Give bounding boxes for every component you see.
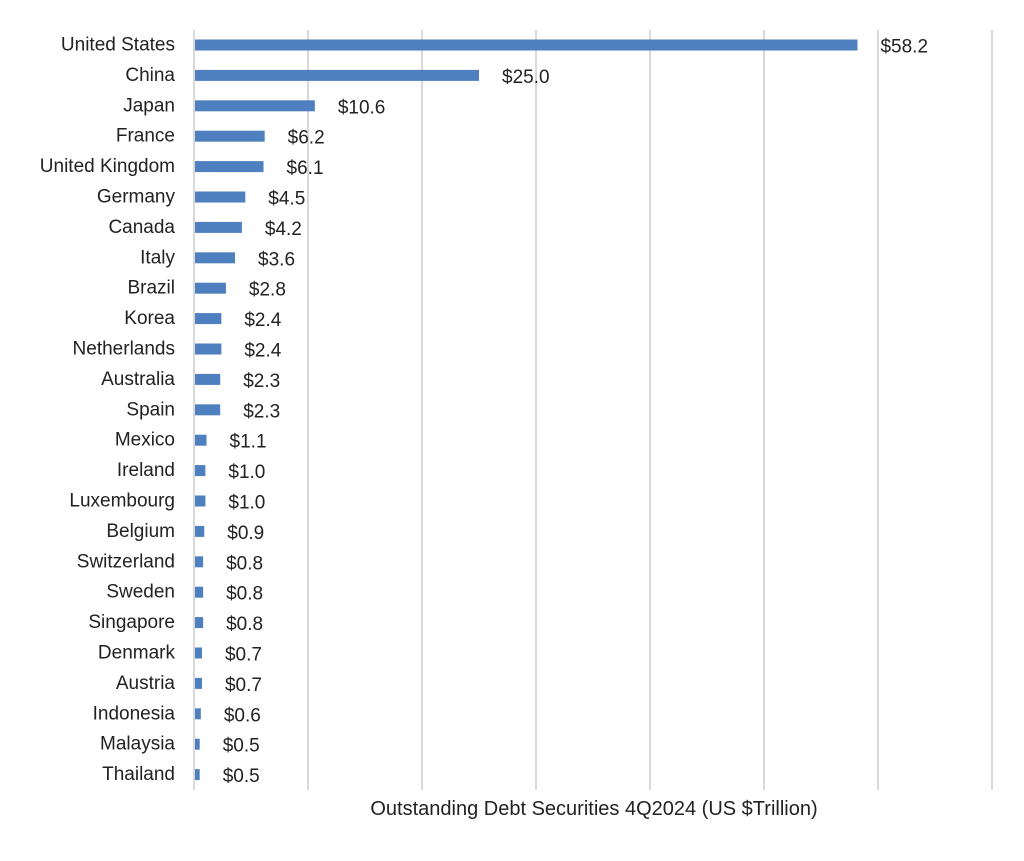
category-label: Belgium xyxy=(106,521,175,542)
value-label: $4.5 xyxy=(268,189,305,210)
bar xyxy=(195,677,202,689)
value-label: $1.0 xyxy=(228,462,265,483)
bar xyxy=(195,313,222,325)
bar xyxy=(195,465,206,477)
bar xyxy=(195,525,205,537)
value-label: $4.2 xyxy=(265,219,302,240)
category-label: Austria xyxy=(116,673,176,694)
category-label: Canada xyxy=(108,217,175,238)
value-label: $1.0 xyxy=(228,493,265,514)
bars xyxy=(195,39,858,781)
category-label: Brazil xyxy=(127,278,175,299)
value-label: $0.7 xyxy=(225,645,262,666)
category-label: China xyxy=(125,65,175,86)
value-label: $6.2 xyxy=(288,128,325,149)
bar xyxy=(195,282,226,294)
category-labels: United States China Japan France United King… xyxy=(40,35,176,786)
category-label: Indonesia xyxy=(93,703,176,724)
category-label: Luxembourg xyxy=(69,491,175,512)
value-labels: $58.2 $25.0 $10.6 $6.2 $6.1 $4.5 $4.2 $3.6 $2.8 $… xyxy=(223,37,928,788)
bar xyxy=(195,708,201,720)
category-label: Australia xyxy=(101,369,175,390)
value-label: $2.3 xyxy=(243,371,280,392)
category-label: Mexico xyxy=(115,430,175,451)
bar xyxy=(195,130,265,142)
bar xyxy=(195,100,315,112)
category-label: Korea xyxy=(124,308,175,329)
value-label: $3.6 xyxy=(258,249,295,270)
gridlines xyxy=(193,30,993,790)
category-label: Italy xyxy=(140,247,175,268)
value-label: $0.5 xyxy=(223,766,260,787)
category-label: Germany xyxy=(97,187,176,208)
x-axis-title: Outstanding Debt Securities 4Q2024 (US $… xyxy=(370,798,817,820)
bar xyxy=(195,343,222,355)
value-label: $25.0 xyxy=(502,67,550,88)
category-label: Singapore xyxy=(88,612,175,633)
value-label: $1.1 xyxy=(230,432,267,453)
category-label: Thailand xyxy=(102,764,175,785)
value-label: $0.8 xyxy=(226,614,263,635)
bar xyxy=(195,221,242,233)
value-label: $6.1 xyxy=(287,158,324,179)
bar xyxy=(195,495,206,507)
category-label: Netherlands xyxy=(73,339,175,360)
value-label: $2.3 xyxy=(243,401,280,422)
value-label: $0.9 xyxy=(227,523,264,544)
category-label: France xyxy=(116,126,175,147)
bar xyxy=(195,556,204,568)
bar xyxy=(195,617,204,629)
category-label: Malaysia xyxy=(100,734,175,755)
bar xyxy=(195,647,202,659)
value-label: $10.6 xyxy=(338,97,386,118)
value-label: $0.8 xyxy=(226,584,263,605)
bar xyxy=(195,191,246,203)
category-label: Spain xyxy=(126,399,175,420)
category-label: Switzerland xyxy=(77,551,175,572)
category-label: Denmark xyxy=(98,643,176,664)
category-label: United States xyxy=(61,35,175,56)
value-label: $0.5 xyxy=(223,736,260,757)
value-label: $58.2 xyxy=(880,37,928,58)
bar xyxy=(195,69,479,81)
bar xyxy=(195,738,200,750)
bar xyxy=(195,769,200,781)
bar xyxy=(195,373,221,385)
category-label: United Kingdom xyxy=(40,156,175,177)
value-label: $0.6 xyxy=(224,705,261,726)
category-label: Sweden xyxy=(106,582,175,603)
value-label: $2.8 xyxy=(249,280,286,301)
value-label: $0.7 xyxy=(225,675,262,696)
value-label: $2.4 xyxy=(244,341,281,362)
category-label: Ireland xyxy=(117,460,175,481)
category-label: Japan xyxy=(123,95,175,116)
bar xyxy=(195,434,207,446)
bar xyxy=(195,39,858,51)
value-label: $2.4 xyxy=(244,310,281,331)
bar xyxy=(195,252,236,264)
bar xyxy=(195,404,221,416)
value-label: $0.8 xyxy=(226,553,263,574)
bar xyxy=(195,586,204,598)
bar xyxy=(195,161,264,173)
